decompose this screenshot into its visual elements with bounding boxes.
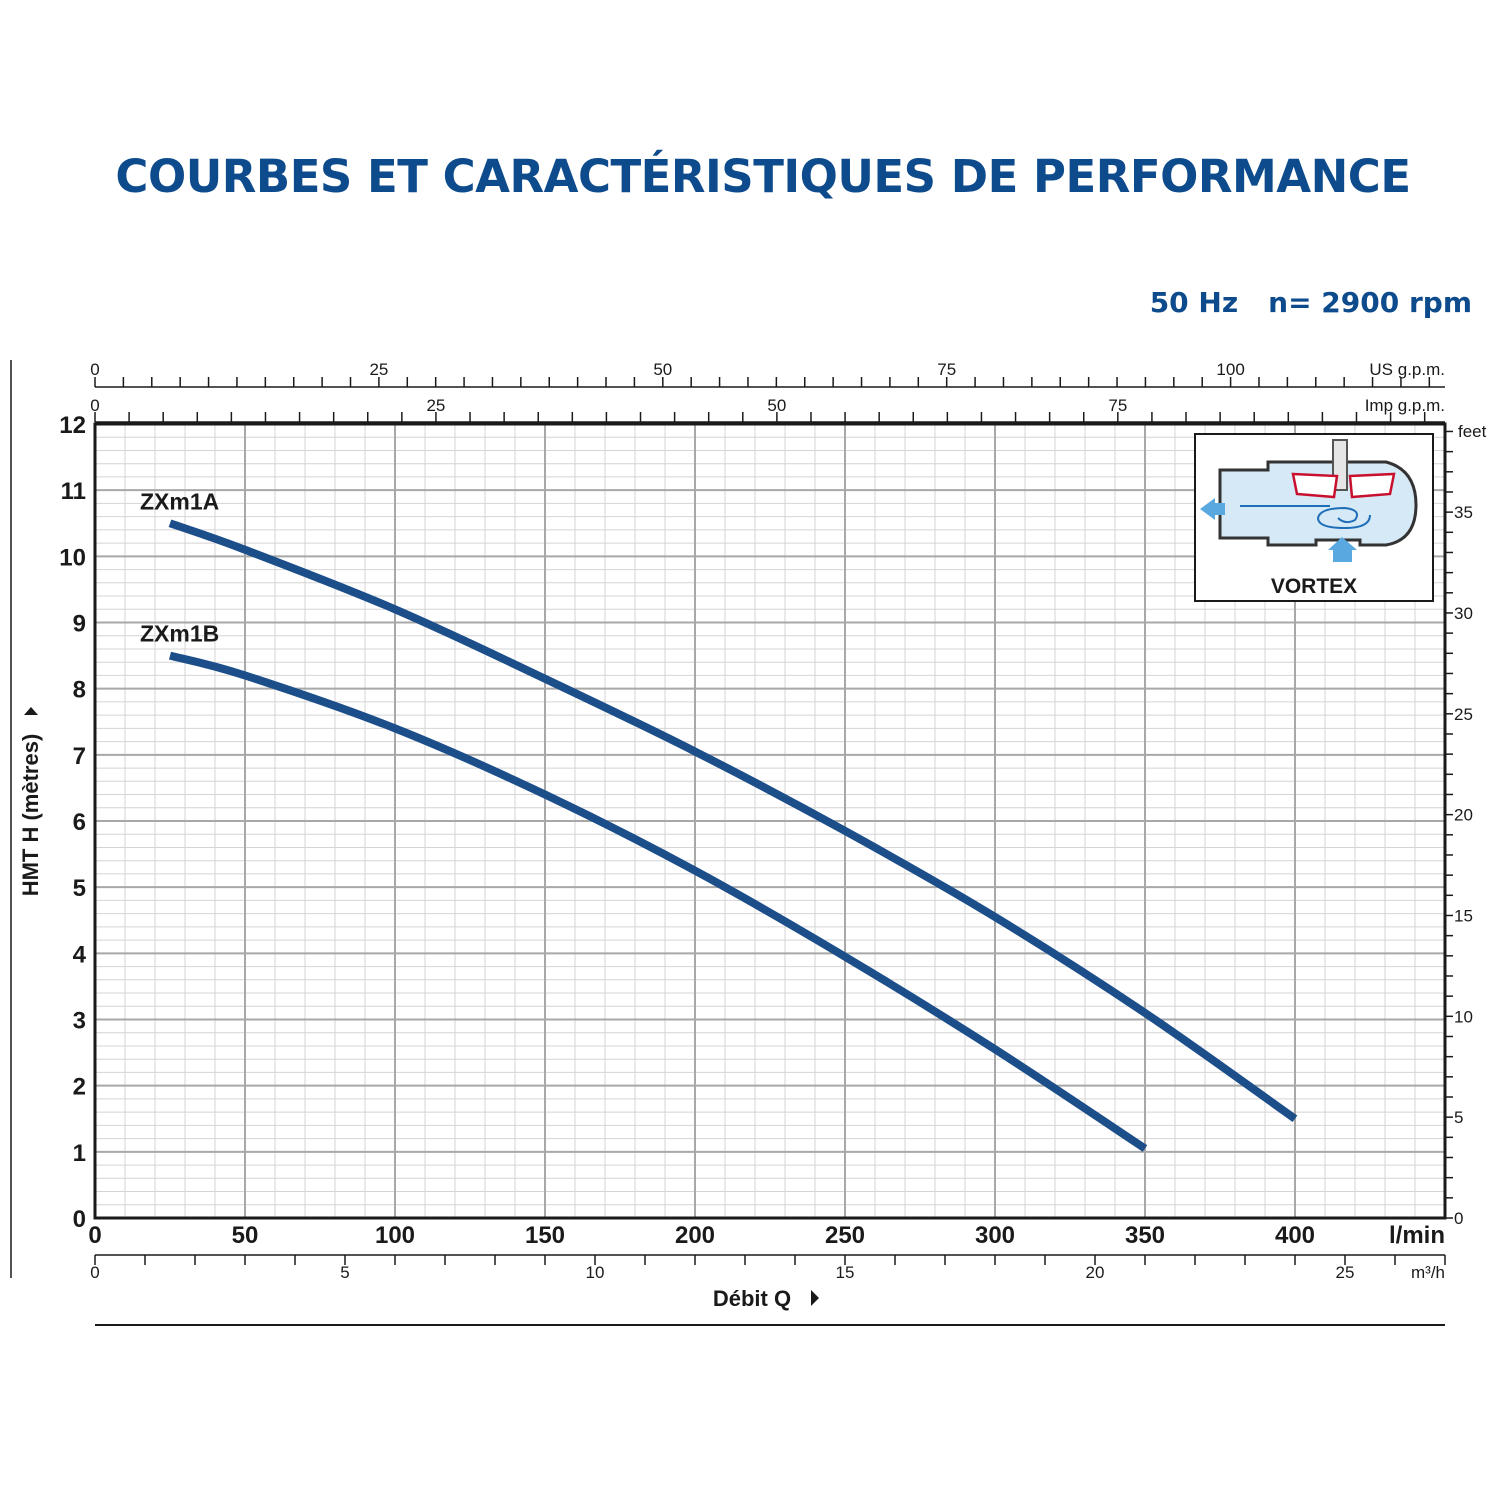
feet-tick-label: 25 [1454,705,1473,724]
feet-tick-label: 35 [1454,503,1473,522]
feet-tick-label: 20 [1454,806,1473,825]
y-tick-label: 7 [73,743,86,770]
speed-label: n= 2900 rpm [1268,286,1472,319]
us-gpm-unit-label: US g.p.m. [1369,360,1445,379]
us-gpm-tick-label: 75 [937,360,956,379]
x-tick-label: 300 [975,1222,1015,1249]
inset-label: VORTEX [1271,575,1357,598]
m3h-tick-label: 5 [340,1263,349,1282]
series-layer: ZXm1A ZXm1B [140,488,1298,1152]
x-axis-arrow-icon [811,1290,819,1306]
x-tick-label: 400 [1275,1222,1315,1249]
m3h-unit-label: m³/h [1411,1263,1445,1282]
imp-gpm-tick-label: 75 [1108,396,1127,415]
y-tick-label: 4 [73,941,87,968]
y-tick-label: 0 [73,1206,86,1233]
x-unit-label: l/min [1389,1222,1445,1249]
us-gpm-tick-label: 0 [90,360,99,379]
feet-unit-label: feet [1458,422,1487,441]
imp-gpm-tick-label: 25 [426,396,445,415]
inlet-arrow-icon [1328,537,1357,562]
y-tick-label: 11 [61,478,86,505]
series-line-zxm1b [168,651,1148,1152]
series-label-zxm1a: ZXm1A [140,488,219,514]
m3h-tick-label: 10 [586,1263,605,1282]
imp-gpm-tick-label: 0 [90,396,99,415]
m3h-tick-label: 20 [1086,1263,1105,1282]
x-tick-label: 350 [1125,1222,1165,1249]
x-tick-label: 250 [825,1222,865,1249]
y-tick-label: 9 [73,611,86,638]
us-gpm-tick-label: 100 [1216,360,1244,379]
series-line-zxm1a [168,519,1298,1123]
x-tick-label: 50 [232,1222,259,1249]
m3h-tick-label: 25 [1336,1263,1355,1282]
y-axis-arrow-icon [24,707,38,715]
y-axis-title-group: HMT H (mètres) [18,707,43,896]
us-gpm-tick-label: 25 [369,360,388,379]
vortex-inset: VORTEX [1194,433,1434,602]
operating-conditions: 50 Hz n= 2900 rpm [1150,286,1472,319]
imp-gpm-unit-label: Imp g.p.m. [1365,396,1445,415]
y-tick-label: 2 [73,1074,86,1101]
plot-frame [93,422,1447,1220]
y-tick-label: 12 [59,412,86,439]
y-tick-label: 10 [59,544,86,571]
y-tick-label: 8 [73,677,86,704]
y-tick-label: 1 [73,1140,86,1167]
x-tick-label: 0 [88,1222,101,1249]
x-tick-label: 100 [375,1222,415,1249]
y-tick-label: 6 [73,809,86,836]
m3h-tick-label: 15 [836,1263,855,1282]
impeller-icon [1291,472,1396,499]
vortex-flow-icon [1240,505,1371,530]
feet-tick-label: 15 [1454,906,1473,925]
x-tick-label: 200 [675,1222,715,1249]
x-tick-label: 150 [525,1222,565,1249]
feet-tick-label: 10 [1454,1007,1473,1026]
series-label-zxm1b: ZXm1B [140,621,219,647]
frequency-label: 50 Hz [1149,286,1239,319]
y-axis-title: HMT H (mètres) [18,734,43,897]
feet-tick-label: 0 [1454,1209,1463,1228]
imp-gpm-tick-label: 50 [767,396,786,415]
m3h-tick-label: 0 [90,1263,99,1282]
us-gpm-tick-label: 50 [653,360,672,379]
y-tick-label: 3 [73,1008,86,1035]
outlet-arrow-icon [1200,498,1225,520]
feet-tick-label: 5 [1454,1108,1463,1127]
x-axis-title: Débit Q [713,1286,791,1311]
y-tick-label: 5 [73,875,86,902]
page-title: COURBES ET CARACTÉRISTIQUES DE PERFORMAN… [115,150,1411,203]
feet-tick-label: 30 [1454,604,1473,623]
